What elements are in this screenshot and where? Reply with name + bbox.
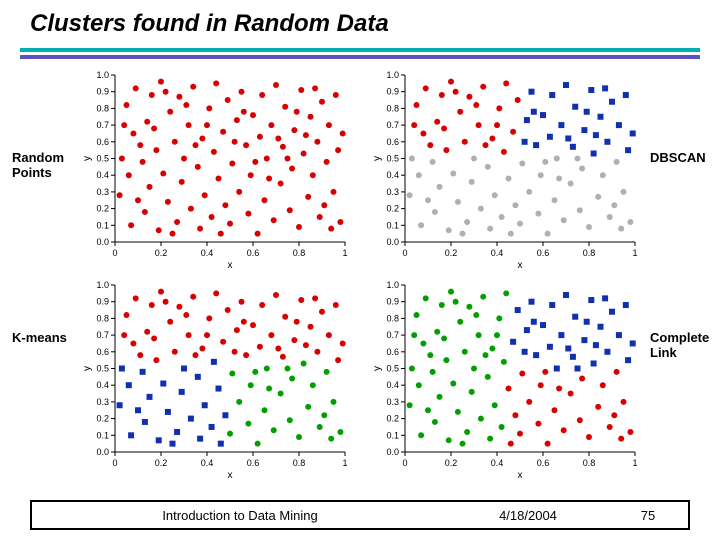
svg-text:x: x <box>518 470 523 480</box>
svg-text:x: x <box>518 260 523 270</box>
svg-text:1.0: 1.0 <box>96 70 109 80</box>
svg-text:0.0: 0.0 <box>96 237 109 247</box>
svg-text:0.4: 0.4 <box>386 380 399 390</box>
footer-title: Introduction to Data Mining <box>32 508 448 523</box>
svg-text:0.5: 0.5 <box>96 364 109 374</box>
svg-text:y: y <box>82 366 93 371</box>
svg-text:0.6: 0.6 <box>247 248 260 258</box>
svg-text:0.6: 0.6 <box>537 248 550 258</box>
footer-date: 4/18/2004 <box>448 508 608 523</box>
svg-text:1: 1 <box>342 248 347 258</box>
svg-text:0.2: 0.2 <box>155 458 168 468</box>
divider <box>20 48 700 59</box>
svg-text:0: 0 <box>112 248 117 258</box>
svg-text:0.8: 0.8 <box>386 313 399 323</box>
svg-text:0.7: 0.7 <box>96 330 109 340</box>
svg-text:0.4: 0.4 <box>491 458 504 468</box>
svg-text:0.5: 0.5 <box>386 364 399 374</box>
svg-text:0.8: 0.8 <box>386 103 399 113</box>
label-complete-link: CompleteLink <box>650 330 718 360</box>
svg-text:0: 0 <box>402 248 407 258</box>
svg-text:0.5: 0.5 <box>96 154 109 164</box>
svg-text:0.4: 0.4 <box>386 170 399 180</box>
svg-text:0.2: 0.2 <box>386 414 399 424</box>
svg-text:0.2: 0.2 <box>445 458 458 468</box>
svg-text:0.8: 0.8 <box>293 458 306 468</box>
svg-text:1.0: 1.0 <box>386 70 399 80</box>
svg-text:y: y <box>82 156 93 161</box>
svg-text:0.7: 0.7 <box>386 120 399 130</box>
svg-text:0.7: 0.7 <box>386 330 399 340</box>
svg-text:1.0: 1.0 <box>96 280 109 290</box>
svg-text:0: 0 <box>112 458 117 468</box>
svg-text:0.6: 0.6 <box>537 458 550 468</box>
svg-text:0.4: 0.4 <box>201 248 214 258</box>
svg-text:0.2: 0.2 <box>445 248 458 258</box>
svg-text:0.2: 0.2 <box>386 204 399 214</box>
svg-text:0.3: 0.3 <box>96 397 109 407</box>
scatter-kmeans: 0 0.2 0.4 0.6 0.8 1 0.0 0.1 0.2 0.3 0.4 0.5 0.6 0.7 0.… <box>80 280 350 480</box>
footer-bar: Introduction to Data Mining 4/18/2004 75 <box>30 500 690 530</box>
footer-page: 75 <box>608 508 688 523</box>
svg-text:0.0: 0.0 <box>386 447 399 457</box>
svg-text:0.3: 0.3 <box>96 187 109 197</box>
label-dbscan: DBSCAN <box>650 150 706 165</box>
page-title: Clusters found in Random Data <box>30 10 389 38</box>
svg-text:0.1: 0.1 <box>96 430 109 440</box>
scatter-complete-link: 0 0.2 0.4 0.6 0.8 1 0.0 0.1 0.2 0.3 0.4 0.5 0.6 0.7 0.… <box>370 280 640 480</box>
svg-text:0.7: 0.7 <box>96 120 109 130</box>
svg-text:1.0: 1.0 <box>386 280 399 290</box>
scatter-random-points: 0 0.2 0.4 0.6 0.8 1 0.0 0.1 0.2 0.3 0.4 0.5 0.6 0.7 0.… <box>80 70 350 270</box>
label-random-points: RandomPoints <box>12 150 80 180</box>
svg-text:0.2: 0.2 <box>96 414 109 424</box>
svg-text:0.8: 0.8 <box>583 458 596 468</box>
svg-text:0.3: 0.3 <box>386 187 399 197</box>
svg-text:0.4: 0.4 <box>491 248 504 258</box>
svg-text:0.9: 0.9 <box>96 297 109 307</box>
svg-text:0.6: 0.6 <box>386 137 399 147</box>
svg-text:0.1: 0.1 <box>96 220 109 230</box>
svg-text:1: 1 <box>632 458 637 468</box>
svg-text:0.4: 0.4 <box>201 458 214 468</box>
svg-text:0.9: 0.9 <box>96 87 109 97</box>
svg-text:0.2: 0.2 <box>96 204 109 214</box>
svg-text:0.6: 0.6 <box>96 347 109 357</box>
svg-text:0.0: 0.0 <box>386 237 399 247</box>
svg-text:0.5: 0.5 <box>386 154 399 164</box>
svg-text:0.2: 0.2 <box>155 248 168 258</box>
svg-text:0.4: 0.4 <box>96 170 109 180</box>
svg-text:0.4: 0.4 <box>96 380 109 390</box>
svg-text:0.0: 0.0 <box>96 447 109 457</box>
svg-text:y: y <box>372 156 383 161</box>
svg-text:0.6: 0.6 <box>96 137 109 147</box>
svg-text:0.1: 0.1 <box>386 430 399 440</box>
svg-text:0.9: 0.9 <box>386 87 399 97</box>
svg-text:0.8: 0.8 <box>583 248 596 258</box>
svg-text:x: x <box>228 260 233 270</box>
svg-text:0.3: 0.3 <box>386 397 399 407</box>
svg-text:0.6: 0.6 <box>247 458 260 468</box>
chart-grid: 0 0.2 0.4 0.6 0.8 1 0.0 0.1 0.2 0.3 0.4 0.5 0.6 0.7 0.… <box>80 70 640 480</box>
svg-text:0.8: 0.8 <box>96 103 109 113</box>
svg-text:0.8: 0.8 <box>293 248 306 258</box>
svg-text:y: y <box>372 366 383 371</box>
scatter-dbscan: 0 0.2 0.4 0.6 0.8 1 0.0 0.1 0.2 0.3 0.4 0.5 0.6 0.7 0.… <box>370 70 640 270</box>
svg-text:1: 1 <box>342 458 347 468</box>
svg-text:0.6: 0.6 <box>386 347 399 357</box>
svg-text:1: 1 <box>632 248 637 258</box>
svg-text:x: x <box>228 470 233 480</box>
svg-text:0.9: 0.9 <box>386 297 399 307</box>
label-kmeans: K-means <box>12 330 67 345</box>
svg-text:0: 0 <box>402 458 407 468</box>
svg-text:0.1: 0.1 <box>386 220 399 230</box>
svg-text:0.8: 0.8 <box>96 313 109 323</box>
